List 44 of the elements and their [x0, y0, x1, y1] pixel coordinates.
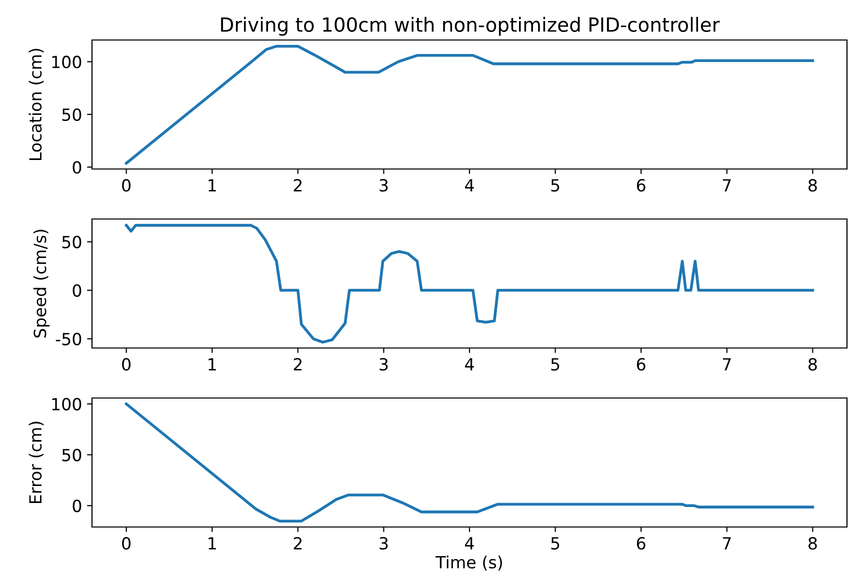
- line-series: [124, 402, 814, 522]
- x-tick-label: 3: [380, 537, 388, 550]
- chart-title: Driving to 100cm with non-optimized PID-controller: [221, 16, 720, 36]
- x-tick-label: 2: [294, 537, 302, 550]
- y-tick-label: 0: [72, 284, 82, 297]
- x-tick-label: 4: [465, 358, 474, 370]
- x-tick-label: 8: [808, 537, 817, 550]
- x-tick-label: 4: [465, 537, 474, 550]
- y-tick-label: 0: [72, 161, 82, 174]
- x-tick-label: 6: [636, 358, 646, 371]
- x-tick-label: 8: [808, 358, 817, 371]
- x-tick-label: 1: [208, 358, 216, 370]
- x-tick-label: 2: [294, 358, 302, 370]
- y-tick-label: 100: [52, 56, 82, 68]
- x-tick-label: 5: [551, 179, 560, 192]
- x-tick-label: 4: [465, 179, 474, 192]
- x-tick-label: 0: [122, 537, 131, 550]
- y-axis-title: Location (cm): [28, 48, 44, 160]
- x-tick-label: 1: [208, 179, 216, 192]
- y-tick-label: 50: [62, 448, 82, 462]
- x-axis-title: Time (s): [436, 556, 502, 570]
- x-tick-label: 8: [808, 179, 817, 192]
- x-tick-label: 5: [551, 358, 560, 371]
- y-tick-label: 50: [62, 236, 82, 248]
- y-tick-label: -50: [56, 332, 82, 346]
- x-tick-label: 7: [722, 537, 731, 550]
- x-tick-label: 6: [636, 179, 646, 192]
- x-tick-label: 1: [208, 537, 216, 550]
- line-series: [124, 224, 814, 344]
- x-tick-label: 3: [380, 358, 388, 371]
- line-series: [124, 44, 814, 165]
- x-tick-label: 2: [294, 179, 302, 192]
- x-tick-label: 5: [551, 537, 560, 550]
- y-tick-label: 0: [72, 500, 82, 512]
- x-tick-label: 3: [380, 179, 388, 192]
- x-tick-label: 0: [122, 358, 131, 371]
- y-tick-label: 50: [62, 108, 82, 121]
- x-tick-label: 6: [636, 537, 646, 550]
- x-tick-label: 7: [722, 179, 731, 192]
- y-tick-label: 100: [52, 398, 82, 410]
- y-axis-title: Speed (cm/s): [33, 230, 50, 338]
- x-tick-label: 0: [122, 179, 131, 192]
- y-axis-title: Error (cm): [28, 422, 44, 504]
- x-tick-label: 7: [722, 358, 731, 370]
